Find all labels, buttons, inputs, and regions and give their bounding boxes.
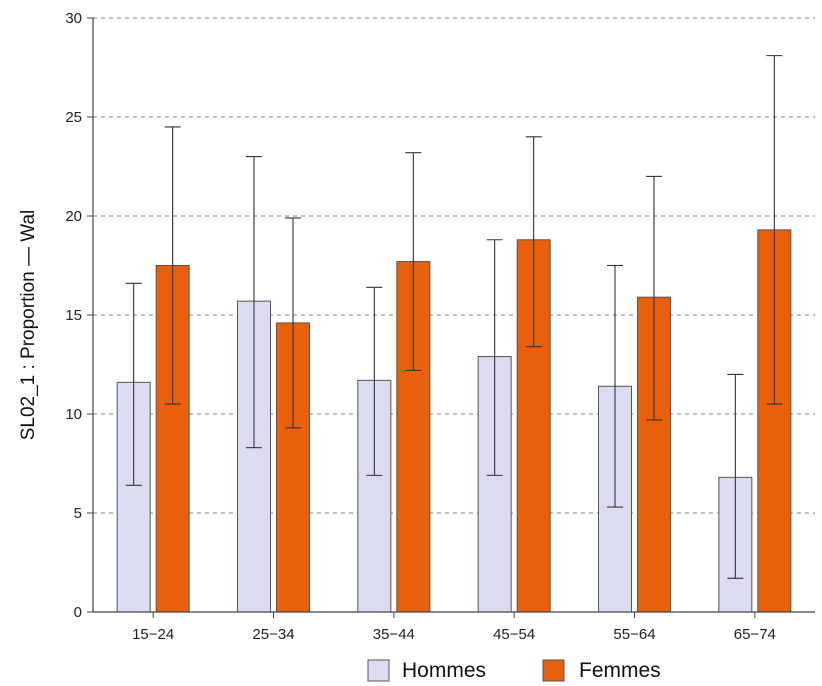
x-tick-label: 25−34 <box>252 626 294 643</box>
y-tick-label: 0 <box>74 604 82 621</box>
bars <box>116 229 792 613</box>
y-tick-label: 20 <box>65 208 82 225</box>
y-tick-label: 5 <box>74 505 82 522</box>
legend: Hommes Femmes <box>367 659 661 682</box>
y-tick-label: 15 <box>65 307 82 324</box>
legend-swatch-hommes <box>367 659 390 682</box>
legend-label-femmes: Femmes <box>579 659 661 682</box>
x-tick-label: 45−54 <box>493 626 535 643</box>
y-tick-label: 10 <box>65 406 82 423</box>
x-tick-label: 55−64 <box>613 626 655 643</box>
y-axis-label: SL02_1 : Proportion — Wal <box>18 210 39 441</box>
gridlines <box>93 17 815 514</box>
legend-swatch-femmes <box>542 659 565 682</box>
legend-label-hommes: Hommes <box>402 659 486 682</box>
x-tick-label: 35−44 <box>373 626 415 643</box>
axes: 0 5 10 15 20 25 30 15−24 25−34 35−44 45−54 55−64 65−… <box>18 10 815 643</box>
x-tick-label: 15−24 <box>132 626 174 643</box>
y-tick-label: 30 <box>65 10 82 27</box>
y-tick-label: 25 <box>65 109 82 126</box>
x-tick-label: 65−74 <box>734 626 776 643</box>
error-bars <box>125 55 783 579</box>
